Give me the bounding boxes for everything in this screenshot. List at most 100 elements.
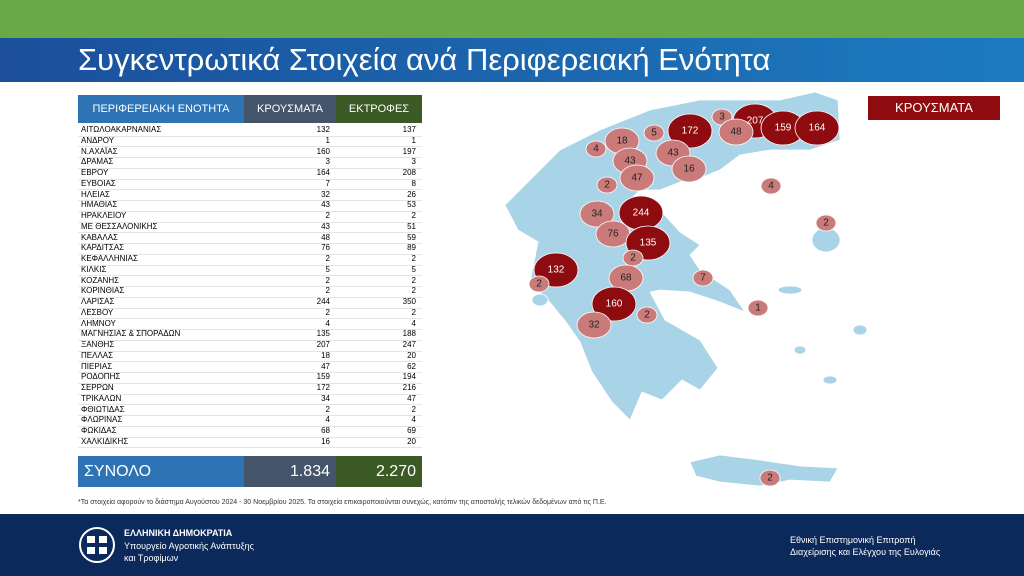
region	[671, 155, 707, 183]
name-cell: ΗΡΑΚΛΕΙΟΥ	[81, 211, 127, 220]
farms-cell: 20	[407, 350, 416, 360]
region	[579, 200, 615, 228]
farms-cell: 2	[411, 307, 416, 317]
region-label: 135	[640, 238, 657, 249]
region-label: 207	[747, 116, 764, 127]
name-cell: ΦΛΩΡΙΝΑΣ	[81, 415, 123, 425]
cases-cell: 34	[321, 393, 330, 403]
region-label: 132	[548, 265, 565, 276]
title-bar	[0, 38, 1024, 82]
region	[528, 275, 550, 293]
cases-cell: 43	[321, 221, 330, 231]
table-row: ΣΕΡΡΩΝ 172 216	[78, 383, 422, 395]
region-label: 2	[823, 218, 829, 229]
table-row: ΚΕΦΑΛΛΗΝΙΑΣ 2 2	[78, 254, 422, 266]
table-row: ΦΘΙΩΤΙΔΑΣ 2 2	[78, 405, 422, 417]
region-label: 1	[755, 303, 761, 314]
region-label: 76	[607, 229, 619, 240]
name-cell: ΠΕΛΛΑΣ	[81, 350, 114, 360]
farms-cell: 208	[402, 168, 416, 177]
region	[636, 306, 658, 324]
region-label: 2	[604, 180, 610, 191]
name-cell: ΦΘΙΩΤΙΔΑΣ	[81, 404, 125, 414]
region-label: 68	[620, 273, 632, 284]
emblem	[79, 527, 115, 563]
farms-cell: 216	[402, 383, 416, 392]
name-cell: ΜΕ ΘΕΣΣΑΛΟΝΙΚΗΣ	[81, 221, 158, 231]
table-row: ΦΩΚΙΔΑΣ 68 69	[78, 426, 422, 438]
table-row: ΜΑΓΝΗΣΙΑΣ & ΣΠΟΡΑΔΩΝ 135 188	[78, 329, 422, 341]
region	[759, 469, 781, 487]
footer-text: ΕΛΛΗΝΙΚΗ ΔΗΜΟΚΡΑΤΙΑ	[124, 528, 233, 538]
cases-cell: 4	[325, 415, 330, 425]
name-cell: ΧΑΛΚΙΔΙΚΗΣ	[81, 436, 129, 446]
farms-cell: 197	[402, 146, 416, 156]
name-cell: ΚΙΛΚΙΣ	[81, 264, 107, 274]
region-label: 172	[682, 126, 699, 137]
region	[692, 269, 714, 287]
name-cell: ΞΑΝΘΗΣ	[81, 340, 115, 349]
region-label: 43	[624, 156, 636, 167]
cases-cell: 2	[325, 254, 330, 263]
cases-cell: 47	[321, 361, 330, 371]
table-row: ΛΗΜΝΟΥ 4 4	[78, 319, 422, 331]
cases-cell: 2	[325, 307, 330, 317]
name-cell: ΔΡΑΜΑΣ	[81, 157, 114, 167]
name-cell: ΚΕΦΑΛΛΗΝΙΑΣ	[81, 254, 138, 263]
farms-cell: 3	[411, 157, 416, 167]
region-label: 7	[700, 273, 706, 284]
table-row: ΚΑΡΔΙΤΣΑΣ 76 89	[78, 243, 422, 255]
name-cell: ΛΑΡΙΣΑΣ	[81, 297, 115, 306]
farms-cell: 89	[407, 243, 416, 253]
map-legend: ΚΡΟΥΣΜΑΤΑ	[868, 96, 1000, 120]
region	[747, 299, 769, 317]
footer-text: Υπουργείο Αγροτικής Ανάπτυξης	[124, 541, 254, 551]
name-cell: ΕΥΒΟΙΑΣ	[81, 178, 116, 188]
table-row: ΧΑΛΚΙΔΙΚΗΣ 16 20	[78, 437, 422, 449]
region	[794, 110, 840, 146]
total-cases: 1.834	[244, 456, 336, 487]
region-label: 159	[775, 123, 792, 134]
farms-cell: 188	[402, 329, 416, 339]
land	[504, 91, 868, 487]
farms-cell: 247	[402, 340, 416, 349]
name-cell: ΛΗΜΝΟΥ	[81, 318, 116, 328]
table-row: ΛΑΡΙΣΑΣ 244 350	[78, 297, 422, 309]
table-row: ΑΝΔΡΟΥ 1 1	[78, 136, 422, 148]
farms-cell: 20	[407, 436, 416, 446]
farms-cell: 137	[402, 125, 416, 134]
cases-cell: 16	[321, 436, 330, 446]
name-cell: ΜΑΓΝΗΣΙΑΣ & ΣΠΟΡΑΔΩΝ	[81, 329, 181, 339]
farms-cell: 2	[411, 254, 416, 263]
table-row: ΗΛΕΙΑΣ 32 26	[78, 190, 422, 202]
region-label: 2	[536, 279, 542, 290]
region-label: 43	[667, 148, 679, 159]
region-label: 16	[683, 164, 695, 175]
farms-cell: 51	[407, 221, 416, 231]
name-cell: ΕΒΡΟΥ	[81, 168, 109, 177]
regions	[528, 103, 840, 487]
region	[576, 311, 612, 339]
region-label: 47	[631, 173, 643, 184]
name-cell: ΗΛΕΙΑΣ	[81, 189, 110, 199]
farms-cell: 69	[407, 426, 416, 435]
cases-cell: 76	[321, 243, 330, 253]
farms-cell: 194	[402, 372, 416, 382]
table-row: Ν.ΑΧΑΪΑΣ 160 197	[78, 147, 422, 159]
cases-cell: 1	[325, 135, 330, 145]
table-row: ΛΕΣΒΟΥ 2 2	[78, 308, 422, 320]
table-row: ΚΑΒΑΛΑΣ 48 59	[78, 233, 422, 245]
total-farms: 2.270	[336, 456, 422, 487]
name-cell: ΚΟΡΙΝΘΙΑΣ	[81, 286, 125, 296]
name-cell: ΑΝΔΡΟΥ	[81, 135, 115, 145]
region	[596, 176, 618, 194]
footer-text: και Τροφίμων	[124, 553, 179, 563]
cases-cell: 244	[316, 297, 330, 306]
name-cell: ΡΟΔΟΠΗΣ	[81, 372, 121, 382]
table-row: ΕΥΒΟΙΑΣ 7 8	[78, 179, 422, 191]
farms-cell: 26	[407, 189, 416, 199]
name-cell: ΛΕΣΒΟΥ	[81, 307, 114, 317]
cases-cell: 43	[321, 200, 330, 210]
name-cell: ΑΙΤΩΛΟΑΚΑΡΝΑΝΙΑΣ	[81, 125, 162, 134]
farms-cell: 2	[411, 275, 416, 285]
